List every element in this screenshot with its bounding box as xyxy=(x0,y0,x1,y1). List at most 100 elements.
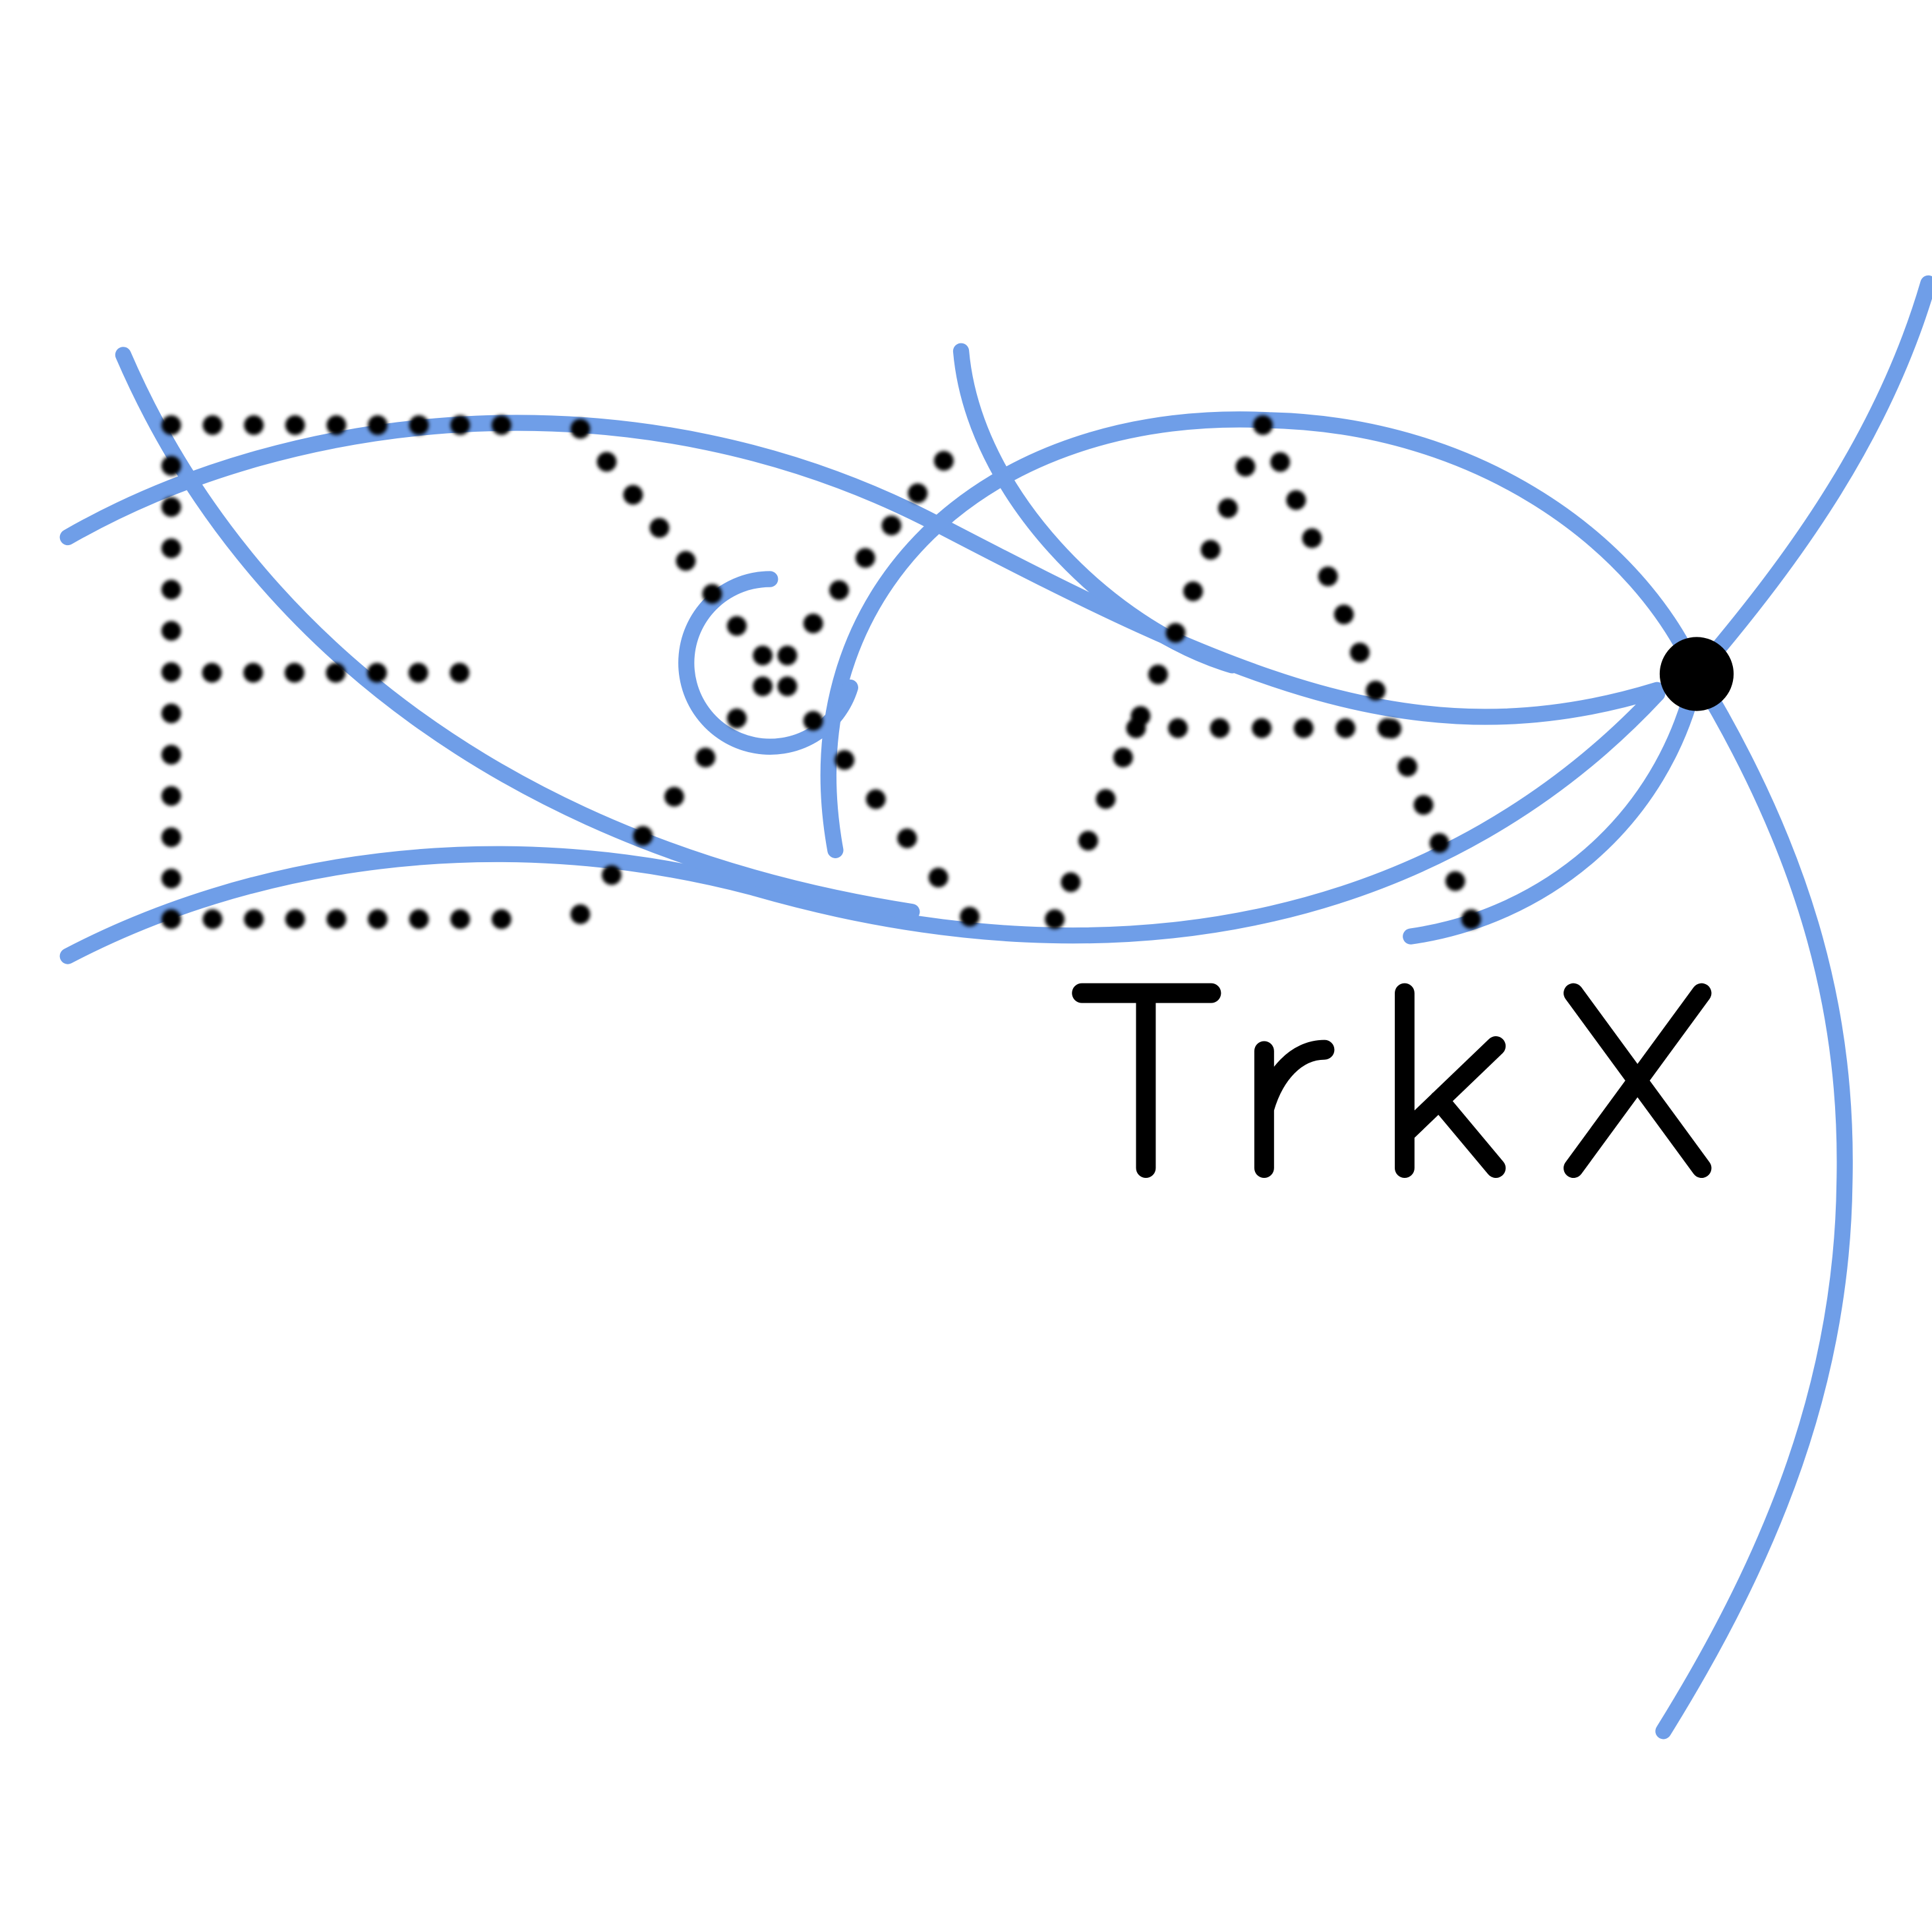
hit-dot xyxy=(649,517,670,538)
hit-dot xyxy=(753,676,773,697)
wordmark-letter-k xyxy=(1395,983,1506,1179)
track-center-loop xyxy=(820,411,1705,858)
hit-dot xyxy=(1302,528,1322,548)
hit-dot xyxy=(161,909,181,929)
hit-dot xyxy=(202,662,222,683)
hit-dot xyxy=(161,786,181,806)
hit-dot xyxy=(803,613,823,633)
hit-dot xyxy=(1413,795,1434,815)
hit-dot xyxy=(865,789,886,809)
hit-dot xyxy=(1183,581,1203,602)
hit-dot xyxy=(161,621,181,641)
hit-dot xyxy=(1335,718,1356,738)
hit-dot xyxy=(1253,415,1273,435)
hit-dot xyxy=(202,415,223,435)
hit-dot xyxy=(623,484,643,505)
hit-dot xyxy=(1366,680,1386,701)
hit-dot xyxy=(161,744,181,765)
hit-dot xyxy=(367,909,388,929)
hit-dot xyxy=(777,676,798,697)
hit-dot xyxy=(829,580,849,600)
track-left-diagonal xyxy=(115,347,920,920)
hit-dot xyxy=(1349,643,1370,662)
hit-dot xyxy=(450,662,470,683)
wordmark-trkx xyxy=(1072,983,1712,1179)
hit-dot xyxy=(1252,718,1272,738)
hit-dot xyxy=(1168,718,1188,738)
hit-dot xyxy=(570,904,591,924)
hit-dot xyxy=(777,645,798,666)
hit-dot xyxy=(450,909,471,929)
hit-dot xyxy=(597,452,617,472)
hit-dot xyxy=(409,415,429,435)
hit-dot xyxy=(960,906,980,927)
hit-dot xyxy=(664,786,684,807)
track-arc-lower xyxy=(59,686,1666,964)
hit-dot xyxy=(1061,872,1081,893)
hit-dot xyxy=(908,483,928,504)
hit-dot xyxy=(243,662,264,683)
hit-dot xyxy=(726,616,747,636)
hit-dot xyxy=(326,662,346,683)
hit-dot xyxy=(161,415,181,435)
hit-dot xyxy=(409,909,429,929)
hit-dot xyxy=(161,579,181,600)
track-upper-hook xyxy=(952,343,1241,674)
hit-dot xyxy=(367,415,388,435)
hit-dot xyxy=(1096,789,1116,809)
hit-dot xyxy=(1286,490,1306,510)
hit-dot xyxy=(1270,452,1291,472)
primary-vertex-dot xyxy=(1659,637,1734,711)
hit-dot xyxy=(881,515,902,536)
hit-dot xyxy=(161,868,181,889)
hit-dot xyxy=(244,909,264,929)
hit-dot xyxy=(1318,566,1338,587)
wordmark-letter-t xyxy=(1072,983,1221,1179)
hit-dot xyxy=(1429,833,1449,853)
hit-dot xyxy=(803,711,823,731)
hit-dot xyxy=(855,548,875,568)
hit-dot xyxy=(161,538,181,558)
hit-dot xyxy=(753,645,773,666)
hit-dot xyxy=(1165,623,1186,643)
hit-dot xyxy=(1377,718,1397,738)
hit-dot xyxy=(726,708,747,728)
hit-dot xyxy=(1126,718,1146,738)
hit-dot xyxy=(702,584,722,604)
track-arc-upper xyxy=(59,415,1666,725)
hit-dot xyxy=(928,867,949,888)
detector-hits xyxy=(161,415,1481,929)
hit-dot xyxy=(676,550,696,571)
track-far-right xyxy=(1655,275,1932,1740)
hit-dot xyxy=(161,455,181,476)
hit-dot xyxy=(326,415,347,435)
hit-dot xyxy=(1461,909,1481,929)
hit-dot xyxy=(161,662,181,682)
hit-dot xyxy=(601,865,622,885)
hit-dot xyxy=(570,419,591,439)
hit-dot xyxy=(202,909,223,929)
hit-dot xyxy=(450,415,471,435)
wordmark-letter-x xyxy=(1564,983,1712,1179)
hit-dot xyxy=(491,909,512,929)
hit-dot xyxy=(633,826,653,846)
hit-dot xyxy=(1445,871,1465,891)
hit-dot xyxy=(367,662,387,683)
hit-dot xyxy=(285,909,305,929)
hit-dot xyxy=(1113,747,1133,768)
hit-dot xyxy=(1217,498,1238,519)
hit-dot xyxy=(285,415,305,435)
hit-dot xyxy=(1293,718,1314,738)
wordmark-letter-r xyxy=(1254,1039,1335,1179)
hit-dot xyxy=(1210,718,1230,738)
hit-dot xyxy=(284,662,305,683)
hit-dot xyxy=(244,415,264,435)
hit-dot xyxy=(1235,456,1256,477)
hit-dot xyxy=(834,750,855,770)
hit-dot xyxy=(326,909,347,929)
hit-dot xyxy=(1078,831,1098,851)
hit-dot xyxy=(161,827,181,848)
hit-dot xyxy=(1148,664,1168,685)
